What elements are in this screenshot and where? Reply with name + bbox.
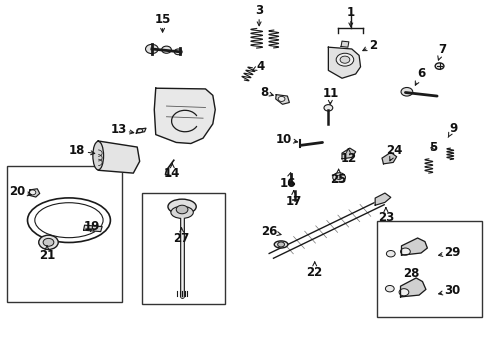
Circle shape: [43, 238, 54, 246]
Circle shape: [339, 56, 349, 63]
Polygon shape: [381, 152, 396, 164]
Polygon shape: [341, 148, 355, 159]
Text: 6: 6: [414, 67, 424, 85]
Text: 2: 2: [362, 39, 376, 52]
Circle shape: [174, 49, 182, 55]
Polygon shape: [328, 47, 360, 78]
Polygon shape: [136, 128, 146, 133]
Ellipse shape: [274, 241, 287, 248]
Polygon shape: [29, 189, 40, 197]
Bar: [142, 193, 224, 304]
Polygon shape: [83, 225, 102, 231]
Text: 26: 26: [260, 225, 281, 238]
Polygon shape: [275, 95, 289, 104]
Text: 25: 25: [330, 169, 346, 186]
Text: 29: 29: [438, 246, 460, 259]
Polygon shape: [401, 238, 427, 255]
Circle shape: [434, 63, 443, 69]
Circle shape: [335, 175, 341, 180]
Text: 19: 19: [84, 220, 101, 233]
Text: 17: 17: [285, 191, 301, 207]
Text: 30: 30: [438, 284, 460, 297]
Polygon shape: [400, 278, 425, 297]
Text: 3: 3: [255, 4, 263, 26]
Text: 16: 16: [279, 173, 295, 190]
Circle shape: [335, 53, 353, 66]
Circle shape: [400, 87, 412, 96]
Text: 23: 23: [377, 208, 393, 224]
Text: 27: 27: [173, 228, 189, 244]
Text: 11: 11: [322, 87, 338, 104]
Text: 1: 1: [346, 6, 354, 27]
Text: 7: 7: [437, 43, 445, 60]
Circle shape: [386, 251, 394, 257]
Polygon shape: [374, 193, 390, 205]
Text: 28: 28: [403, 267, 419, 280]
Bar: [6, 166, 122, 302]
Polygon shape: [98, 141, 140, 173]
Text: 15: 15: [154, 13, 170, 32]
Text: 4: 4: [252, 60, 264, 73]
Circle shape: [385, 285, 393, 292]
Circle shape: [400, 248, 409, 255]
Text: 18: 18: [69, 144, 95, 157]
Ellipse shape: [170, 206, 193, 219]
Text: 24: 24: [386, 144, 402, 161]
Ellipse shape: [167, 199, 196, 214]
Text: 8: 8: [260, 86, 273, 99]
Polygon shape: [340, 41, 348, 47]
Text: 13: 13: [110, 123, 133, 136]
Circle shape: [137, 129, 142, 133]
Circle shape: [332, 173, 345, 182]
Circle shape: [277, 242, 284, 247]
Circle shape: [278, 96, 285, 102]
Circle shape: [398, 289, 408, 296]
Text: 14: 14: [164, 164, 180, 180]
Text: 9: 9: [447, 122, 456, 138]
Text: 20: 20: [9, 185, 31, 198]
Circle shape: [176, 205, 187, 214]
Circle shape: [161, 46, 171, 53]
Text: 5: 5: [427, 141, 436, 154]
Bar: [376, 221, 482, 317]
Polygon shape: [154, 88, 215, 144]
Circle shape: [39, 235, 58, 249]
Ellipse shape: [93, 141, 103, 170]
Circle shape: [145, 44, 158, 54]
Circle shape: [324, 105, 332, 111]
Text: 22: 22: [306, 262, 322, 279]
Text: 12: 12: [340, 149, 356, 166]
Circle shape: [29, 190, 36, 195]
Text: 21: 21: [39, 246, 55, 262]
Text: 10: 10: [275, 133, 297, 146]
